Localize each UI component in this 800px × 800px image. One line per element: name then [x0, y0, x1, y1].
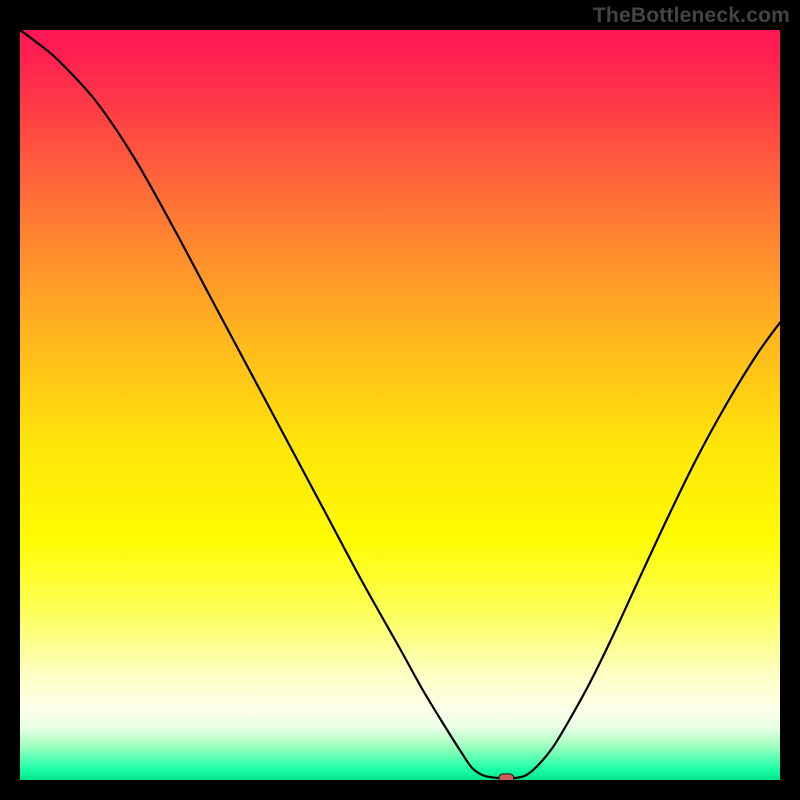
watermark-text: TheBottleneck.com [593, 4, 790, 28]
plot-area [20, 30, 780, 780]
gradient-background [20, 30, 780, 780]
bottleneck-chart-svg [20, 30, 780, 780]
chart-frame: TheBottleneck.com [0, 0, 800, 800]
optimal-point-marker [499, 774, 514, 780]
